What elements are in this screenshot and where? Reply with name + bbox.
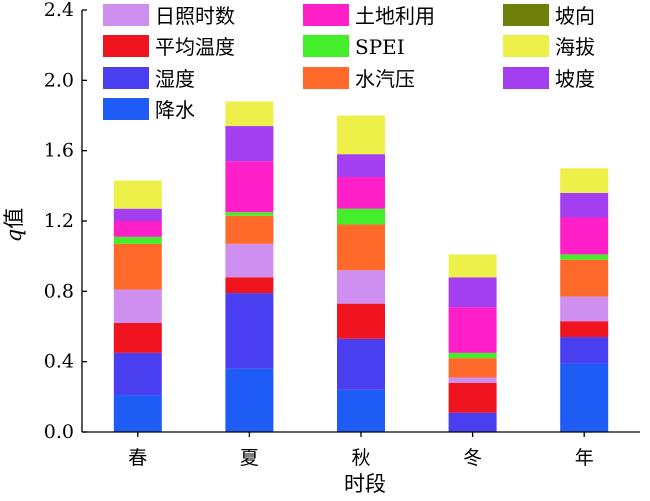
bar-segment bbox=[560, 259, 609, 297]
legend-label: 海拔 bbox=[555, 35, 595, 59]
legend-swatch bbox=[103, 98, 149, 120]
y-axis-title: q值 bbox=[2, 208, 26, 242]
bar-segment bbox=[113, 322, 162, 353]
bar-segment bbox=[113, 236, 162, 244]
bar-segment bbox=[225, 277, 274, 294]
bar-segment bbox=[560, 321, 609, 338]
legend-label: 坡向 bbox=[555, 4, 595, 28]
bar-segment bbox=[113, 180, 162, 209]
x-tick-label: 年 bbox=[575, 447, 594, 469]
bar-segment bbox=[337, 270, 385, 304]
legend-swatch bbox=[503, 4, 549, 26]
legend-swatch bbox=[103, 67, 149, 89]
bar-segment bbox=[337, 177, 385, 209]
bar-segment bbox=[448, 277, 497, 308]
bar-segment bbox=[448, 307, 497, 353]
x-tick-label: 冬 bbox=[463, 447, 482, 469]
bar-segment bbox=[560, 192, 609, 218]
bar-segment bbox=[113, 352, 162, 396]
bars-layer bbox=[113, 101, 609, 432]
bar-segment bbox=[337, 303, 385, 339]
bar-segment bbox=[225, 215, 274, 244]
bar-segment bbox=[113, 289, 162, 323]
bar-segment bbox=[448, 382, 497, 413]
bar-segment bbox=[448, 358, 497, 378]
y-tick-label: 0.8 bbox=[44, 280, 74, 302]
legend-swatch bbox=[503, 35, 549, 57]
bar-segment bbox=[113, 221, 162, 237]
y-tick-label: 0.0 bbox=[44, 421, 74, 443]
bar-segment bbox=[113, 208, 162, 221]
legend-swatch bbox=[103, 4, 149, 26]
bar-segment bbox=[337, 224, 385, 271]
y-tick-label: 2.0 bbox=[44, 69, 74, 91]
y-tick-label: 0.4 bbox=[44, 351, 74, 373]
bar-segment bbox=[113, 395, 162, 432]
bar-segment bbox=[225, 212, 274, 216]
bar-segment bbox=[113, 243, 162, 290]
bar-segment bbox=[560, 168, 609, 193]
bar-segment bbox=[560, 296, 609, 322]
bar-segment bbox=[560, 217, 609, 255]
legend-label: 土地利用 bbox=[355, 4, 435, 28]
bar-segment bbox=[560, 337, 609, 364]
x-tick-label: 秋 bbox=[351, 447, 370, 469]
legend-swatch bbox=[303, 67, 349, 89]
bar-segment bbox=[225, 161, 274, 213]
legend-label: 平均温度 bbox=[155, 35, 235, 59]
legend-label: 降水 bbox=[155, 98, 195, 122]
bar-segment bbox=[337, 389, 385, 432]
legend-label: 水汽压 bbox=[355, 67, 415, 91]
bar-segment bbox=[225, 293, 274, 369]
bar-segment bbox=[337, 338, 385, 390]
bar-segment bbox=[337, 115, 385, 155]
y-tick-label: 1.2 bbox=[44, 210, 74, 232]
legend-swatch bbox=[303, 35, 349, 57]
y-tick-label: 2.4 bbox=[44, 0, 74, 21]
bar-segment bbox=[448, 377, 497, 383]
legend-label: SPEI bbox=[355, 35, 405, 59]
legend-swatch bbox=[103, 35, 149, 57]
legend-swatch bbox=[503, 67, 549, 89]
bar-segment bbox=[337, 154, 385, 178]
bar-segment bbox=[448, 412, 497, 432]
legend-label: 日照时数 bbox=[155, 4, 235, 28]
bar-segment bbox=[448, 352, 497, 359]
bar-segment bbox=[225, 243, 274, 278]
bar-segment bbox=[225, 126, 274, 162]
legend-swatch bbox=[303, 4, 349, 26]
legend-label: 坡度 bbox=[555, 67, 595, 91]
legend-label: 湿度 bbox=[155, 67, 195, 91]
bar-segment bbox=[448, 254, 497, 278]
x-tick-label: 夏 bbox=[240, 447, 259, 469]
bar-segment bbox=[337, 208, 385, 225]
bar-segment bbox=[560, 254, 609, 260]
bar-segment bbox=[225, 101, 274, 127]
bar-segment bbox=[560, 363, 609, 432]
y-tick-label: 1.6 bbox=[44, 140, 74, 162]
axes-layer: 0.0 0.4 0.8 1.2 1.6 2.0 2.4 春 夏 秋 冬 年 bbox=[44, 0, 640, 469]
x-tick-label: 春 bbox=[128, 447, 147, 469]
x-axis-title: 时段 bbox=[344, 472, 386, 496]
bar-segment bbox=[225, 368, 274, 432]
